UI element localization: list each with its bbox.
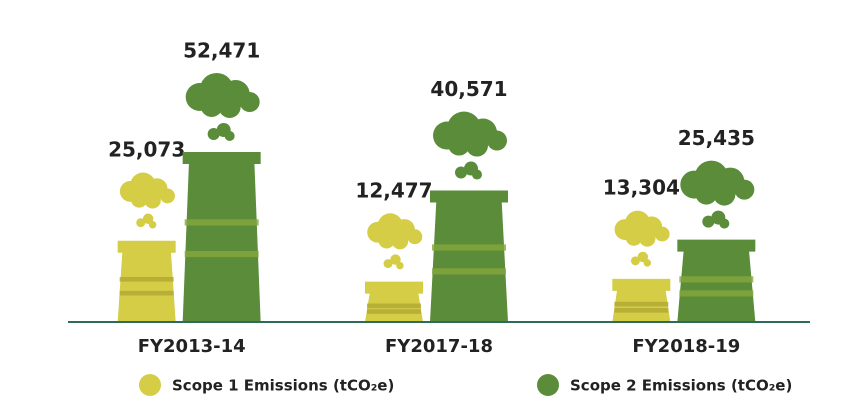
puff: [639, 230, 656, 247]
puff: [239, 92, 260, 112]
value-label: 25,073: [108, 138, 185, 162]
puff: [390, 254, 401, 265]
value-label: 40,571: [430, 77, 507, 101]
value-label: 12,477: [355, 178, 432, 202]
x-tick-label: FY2018-19: [632, 336, 740, 357]
value-label: 25,435: [678, 126, 755, 150]
smoke: [185, 73, 260, 141]
puff: [407, 229, 423, 245]
puff: [148, 221, 157, 229]
puff: [719, 218, 730, 229]
puff: [224, 131, 235, 141]
puff: [702, 215, 715, 228]
stripe: [119, 276, 174, 282]
value-label: 13,304: [603, 176, 680, 200]
chimney: [612, 278, 671, 322]
puff: [625, 229, 643, 246]
stripe: [432, 244, 506, 251]
stripe: [679, 276, 754, 283]
value-label: 52,471: [183, 39, 260, 63]
puff: [142, 213, 154, 224]
stripe: [367, 309, 421, 314]
puff: [378, 232, 395, 249]
x-tick-label: FY2013-14: [138, 336, 246, 357]
smoke: [614, 210, 670, 267]
legend-label: Scope 1 Emissions (tCO₂e): [172, 377, 394, 395]
stripe: [184, 250, 259, 258]
puff: [654, 226, 670, 242]
puff: [200, 95, 223, 117]
puff: [218, 96, 241, 118]
puff: [695, 182, 718, 205]
puff: [391, 233, 409, 250]
puff: [455, 166, 467, 179]
puff: [466, 134, 488, 157]
stripe: [367, 303, 421, 309]
puff: [131, 191, 148, 208]
smoke: [367, 213, 423, 270]
puff: [136, 218, 146, 228]
puff: [637, 251, 649, 263]
chimney: [365, 281, 423, 322]
puff: [630, 256, 640, 266]
smoke: [119, 172, 175, 229]
legend-swatch: [537, 374, 559, 396]
puff: [207, 128, 220, 140]
smoke: [680, 160, 755, 229]
legend-swatch: [139, 374, 161, 396]
chimney: [430, 190, 508, 322]
stripe: [432, 268, 506, 275]
smoke: [433, 111, 507, 180]
legend-label: Scope 2 Emissions (tCO₂e): [570, 377, 792, 395]
puff: [383, 259, 393, 269]
stripe: [679, 290, 754, 297]
stripe: [184, 219, 259, 226]
puff: [448, 133, 470, 156]
stripe: [119, 290, 174, 296]
stripe: [614, 308, 669, 313]
x-tick-label: FY2017-18: [385, 336, 493, 357]
puff: [734, 179, 755, 200]
puff: [487, 130, 507, 151]
puff: [144, 192, 161, 209]
puff: [472, 169, 482, 180]
chimney: [182, 152, 261, 322]
puff: [396, 261, 404, 270]
puff: [643, 259, 651, 267]
puff: [160, 188, 175, 204]
puff: [713, 183, 736, 206]
stripe: [614, 301, 669, 307]
